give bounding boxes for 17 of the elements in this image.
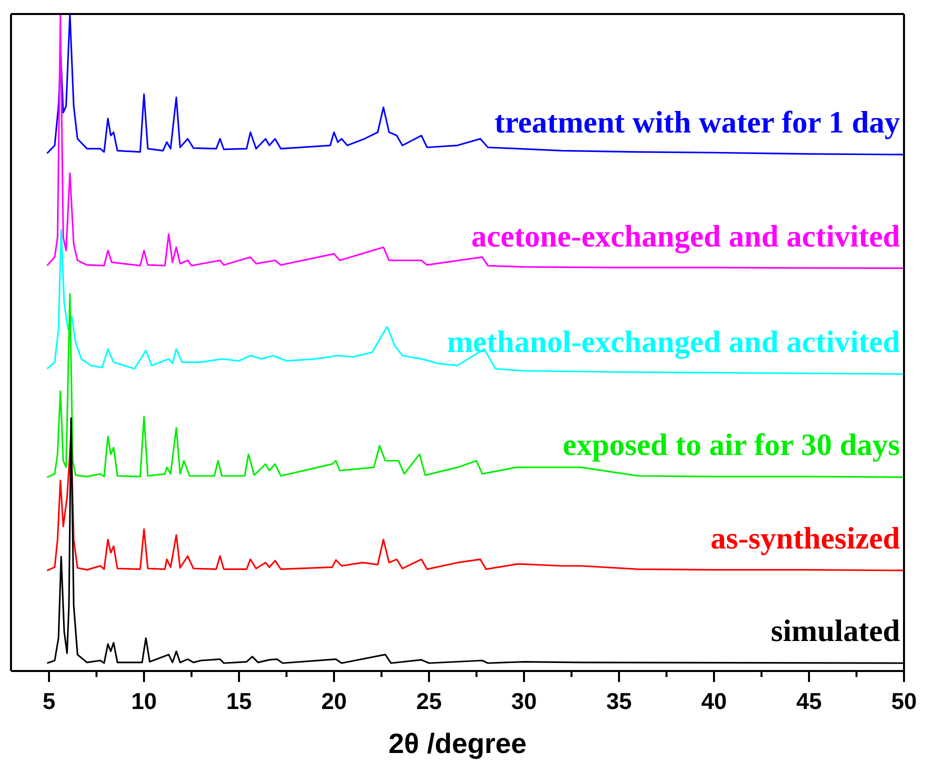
series-label: acetone-exchanged and activited [471,218,900,254]
x-tick-label: 30 [511,688,537,714]
x-tick-label: 20 [321,688,347,714]
series-label: simulated [770,613,900,648]
x-tick-label: 10 [131,688,157,714]
x-tick-label: 45 [796,688,822,714]
series-label: as-synthesized [710,520,900,556]
series-label: exposed to air for 30 days [562,427,900,462]
x-tick-label: 15 [226,688,252,714]
series-label: methanol-exchanged and activited [447,324,900,360]
x-tick-label: 40 [701,688,727,714]
x-tick-label: 25 [416,688,442,714]
series-label: treatment with water for 1 day [494,104,900,140]
x-tick-label: 50 [891,688,917,714]
x-tick-label: 5 [42,688,56,714]
x-axis-title: 2θ /degree [388,728,527,759]
x-tick-label: 35 [606,688,632,714]
